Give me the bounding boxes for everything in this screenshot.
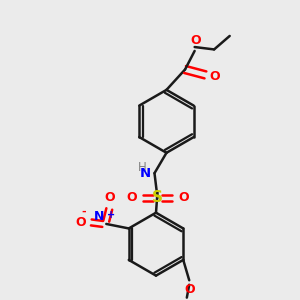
Text: N: N: [140, 167, 151, 180]
Text: S: S: [152, 190, 163, 205]
Text: O: O: [126, 191, 136, 204]
Text: O: O: [178, 191, 189, 204]
Text: O: O: [75, 216, 86, 229]
Text: O: O: [184, 283, 195, 296]
Text: O: O: [104, 191, 115, 205]
Text: +: +: [107, 210, 116, 220]
Text: H: H: [137, 161, 146, 174]
Text: -: -: [81, 207, 86, 217]
Text: O: O: [209, 70, 220, 83]
Text: N: N: [94, 210, 104, 223]
Text: O: O: [190, 34, 201, 47]
